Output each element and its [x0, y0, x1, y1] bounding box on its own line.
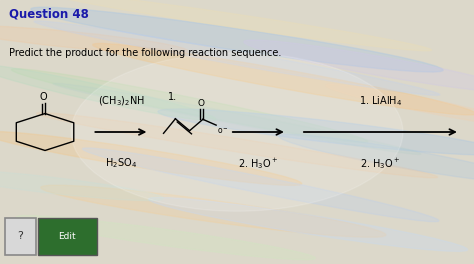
Text: Question 48: Question 48: [9, 8, 90, 21]
FancyBboxPatch shape: [5, 218, 36, 255]
Ellipse shape: [34, 21, 440, 95]
Text: O: O: [198, 99, 205, 108]
Text: 1. LiAlH$_4$: 1. LiAlH$_4$: [359, 95, 402, 108]
Text: 2. H$_3$O$^+$: 2. H$_3$O$^+$: [238, 156, 279, 171]
Ellipse shape: [71, 53, 403, 211]
Ellipse shape: [0, 131, 302, 185]
Ellipse shape: [148, 197, 468, 251]
Ellipse shape: [42, 0, 432, 51]
Ellipse shape: [326, 84, 474, 127]
Text: ?: ?: [17, 231, 23, 241]
Ellipse shape: [158, 109, 474, 155]
Text: 2. H$_3$O$^+$: 2. H$_3$O$^+$: [360, 156, 401, 171]
Ellipse shape: [53, 83, 421, 154]
FancyBboxPatch shape: [38, 218, 97, 255]
Ellipse shape: [244, 40, 474, 92]
Text: Edit: Edit: [58, 232, 76, 241]
Text: o$^-$: o$^-$: [217, 126, 229, 136]
Text: (CH$_3$)$_2$NH: (CH$_3$)$_2$NH: [98, 95, 144, 108]
Text: 1.: 1.: [168, 92, 177, 102]
Ellipse shape: [0, 64, 216, 121]
Ellipse shape: [11, 69, 368, 143]
Ellipse shape: [41, 185, 386, 237]
Text: H$_2$SO$_4$: H$_2$SO$_4$: [105, 156, 137, 169]
Ellipse shape: [279, 134, 474, 182]
Text: O: O: [39, 92, 47, 102]
Text: Predict the product for the following reaction sequence.: Predict the product for the following re…: [9, 48, 282, 58]
Ellipse shape: [31, 7, 443, 72]
Ellipse shape: [93, 44, 474, 115]
Ellipse shape: [82, 148, 439, 222]
Ellipse shape: [0, 169, 164, 201]
Ellipse shape: [36, 112, 438, 178]
Ellipse shape: [0, 26, 188, 54]
Ellipse shape: [17, 215, 315, 260]
